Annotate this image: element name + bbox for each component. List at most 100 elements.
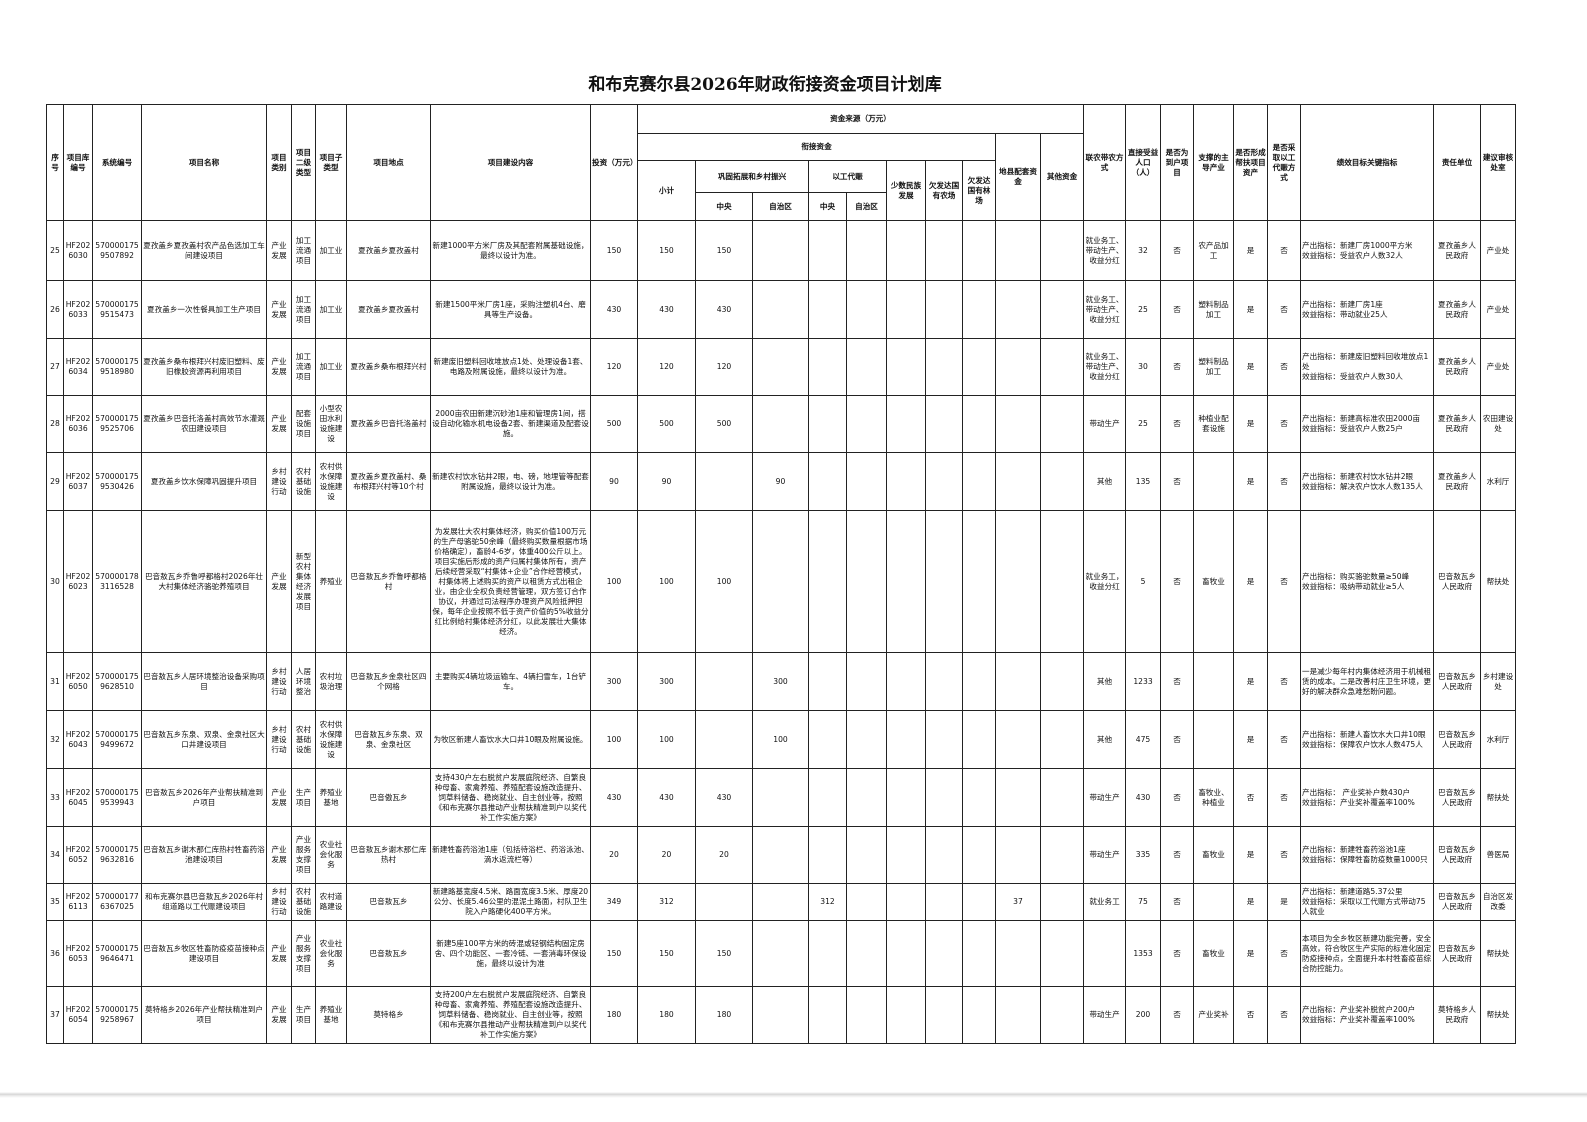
unit-text: 夏孜盖乡人民政府 — [1438, 240, 1476, 260]
cell-sys-no: 5700001759525706 — [92, 395, 142, 453]
cell-link-mode: 就业务工、带动生产、收益分红 — [1083, 280, 1126, 339]
cell-performance: 本项目为全乡牧区新建功能完善，安全高效，符合牧区生产实际的标准化固定防疫接种点，… — [1300, 920, 1434, 987]
category-text: 乡村建设行动 — [271, 666, 287, 696]
asset-text: 是 — [1246, 362, 1255, 371]
cell-subtotal: 150 — [637, 920, 696, 987]
cell-cr — [752, 510, 809, 653]
household-text: 否 — [1173, 476, 1181, 486]
sys-no-text: 5700001759632816 — [95, 845, 139, 864]
cell-seq: 34 — [46, 826, 64, 884]
subtype-text: 农村道路建设 — [319, 892, 343, 911]
cell-content: 支持200户左右脱贫户发展庭院经济、自繁良种母畜、家禽养殖、养殖配套设施改造提升… — [430, 986, 591, 1044]
header-work-central: 中央 — [808, 192, 847, 221]
work-relief-text: 是 — [1280, 897, 1288, 906]
dept-text: 产业处 — [1486, 304, 1510, 314]
cell-dept: 产业处 — [1480, 220, 1516, 281]
cell-level2: 农村基础设施 — [291, 883, 316, 921]
cell-work-relief: 否 — [1267, 768, 1301, 827]
cell-minority — [886, 452, 926, 511]
seq-text: 36 — [50, 948, 60, 958]
subtotal-text: 90 — [661, 476, 672, 486]
sys-no-text: 5700001759646471 — [95, 943, 139, 963]
asset-text: 是 — [1246, 245, 1255, 255]
cell-cc: 150 — [695, 920, 753, 987]
sys-no-text: 5700001759518980 — [95, 357, 139, 376]
cell-cc — [695, 710, 753, 769]
cell-household: 否 — [1160, 826, 1194, 884]
cell-location: 夏孜盖乡夏孜盖村、桑布根拜兴村等10个村 — [346, 452, 431, 511]
cell-dept: 帮扶处 — [1480, 986, 1516, 1044]
cell-farm — [925, 338, 963, 396]
work-relief-text: 否 — [1280, 734, 1288, 744]
work-relief-text: 否 — [1280, 792, 1288, 802]
cell-performance: 产出指标：产业奖补脱贫户200户 效益指标：产业奖补覆盖率100% — [1300, 986, 1434, 1044]
link-mode-text: 就业务工 — [1089, 897, 1120, 906]
subtotal-text: 500 — [659, 419, 674, 428]
subtotal-text: 312 — [659, 897, 674, 906]
cell-farm — [925, 452, 963, 511]
cell-unit: 莫特格乡人民政府 — [1433, 986, 1481, 1044]
cell-wc — [808, 768, 847, 827]
header-name: 项目名称 — [141, 104, 267, 221]
level2-text: 人居环境整治 — [295, 666, 312, 696]
cell-cc: 430 — [695, 280, 753, 339]
cell-farm — [925, 920, 963, 987]
cell-category: 产业发展 — [266, 395, 292, 453]
dept-text: 自治区发改委 — [1482, 892, 1514, 911]
cc-text: 20 — [719, 850, 729, 859]
performance-text: 产出指标：新建牲畜药浴池1座 效益指标：保障牲畜防疫数量1000只 — [1302, 845, 1428, 864]
cell-lib-no: HF2026054 — [63, 986, 93, 1044]
cell-forest — [962, 220, 996, 281]
cell-name: 巴音敖瓦乡乔鲁呼都格村2026年壮大村集体经济骆驼养殖项目 — [141, 510, 267, 653]
location-text: 巴音敖瓦乡谢木那仁库热村 — [350, 845, 427, 864]
table-row: 29 HF2026037 5700001759530426 夏孜盖乡饮水保障巩固提升项… — [46, 452, 1516, 511]
performance-text: 本项目为全乡牧区新建功能完善，安全高效，符合牧区生产实际的标准化固定防疫接种点，… — [1302, 933, 1432, 973]
asset-text: 是 — [1246, 734, 1255, 744]
dept-text: 兽医局 — [1486, 850, 1510, 859]
category-text: 产业发展 — [271, 357, 287, 376]
cell-sys-no: 5700001759530426 — [92, 452, 142, 511]
cell-wr — [846, 510, 887, 653]
cr-text: 100 — [773, 734, 788, 744]
dept-text: 水利厅 — [1486, 476, 1510, 486]
invest-text: 430 — [606, 304, 622, 314]
cell-link-mode: 带动生产 — [1083, 768, 1126, 827]
cell-local — [995, 395, 1041, 453]
cell-industry: 产业奖补 — [1193, 986, 1234, 1044]
cell-dept: 水利厅 — [1480, 452, 1516, 511]
cell-household: 否 — [1160, 710, 1194, 769]
table-row: 25 HF2026030 5700001759507892 夏孜盖乡夏孜盖村农产品色选… — [46, 220, 1516, 281]
scan-edge — [0, 1092, 1587, 1098]
cell-industry: 畜牧业 — [1193, 826, 1234, 884]
cell-cc: 180 — [695, 986, 753, 1044]
cell-wr — [846, 652, 887, 711]
name-text: 巴音敖瓦乡乔鲁呼都格村2026年壮大村集体经济骆驼养殖项目 — [144, 571, 264, 591]
dept-text: 帮扶处 — [1486, 576, 1510, 586]
cell-industry: 畜牧业 — [1193, 920, 1234, 987]
performance-text: 产出指标：购买骆驼数量≥50峰 效益指标：吸纳带动就业≥5人 — [1302, 571, 1410, 591]
cell-location: 莫特格乡 — [346, 986, 431, 1044]
cell-beneficiaries: 335 — [1125, 826, 1161, 884]
cell-content: 新建5座100平方米的砖混或轻钢结构固定房舍、四个功能区、一套冷链、一套消毒环保… — [430, 920, 591, 987]
unit-text: 莫特格乡人民政府 — [1438, 1005, 1476, 1024]
cell-industry — [1193, 452, 1234, 511]
cell-local: 37 — [995, 883, 1041, 921]
work-relief-text: 否 — [1280, 476, 1288, 486]
dept-text: 帮扶处 — [1486, 948, 1510, 958]
cell-wc — [808, 826, 847, 884]
cell-other — [1040, 920, 1084, 987]
cell-industry: 农产品加工 — [1193, 220, 1234, 281]
table-row: 35 HF2026113 5700001776367025 和布克赛尔县巴音敖瓦乡20… — [46, 883, 1516, 921]
content-text: 新建牲畜药浴池1座（包括待浴栏、药浴泳池、滴水返流栏等） — [432, 845, 589, 864]
cell-wc: 312 — [808, 883, 847, 921]
cell-minority — [886, 986, 926, 1044]
link-mode-text: 带动生产 — [1089, 419, 1120, 428]
cell-household: 否 — [1160, 338, 1194, 396]
cell-wc — [808, 220, 847, 281]
cell-level2: 配套设施项目 — [291, 395, 316, 453]
cell-seq: 35 — [46, 883, 64, 921]
table-row: 30 HF2026023 5700001783116528 巴音敖瓦乡乔鲁呼都格村20… — [46, 510, 1516, 653]
cell-level2: 加工流通项目 — [291, 220, 316, 281]
cell-invest: 500 — [590, 395, 638, 453]
cell-lib-no: HF2026034 — [63, 338, 93, 396]
